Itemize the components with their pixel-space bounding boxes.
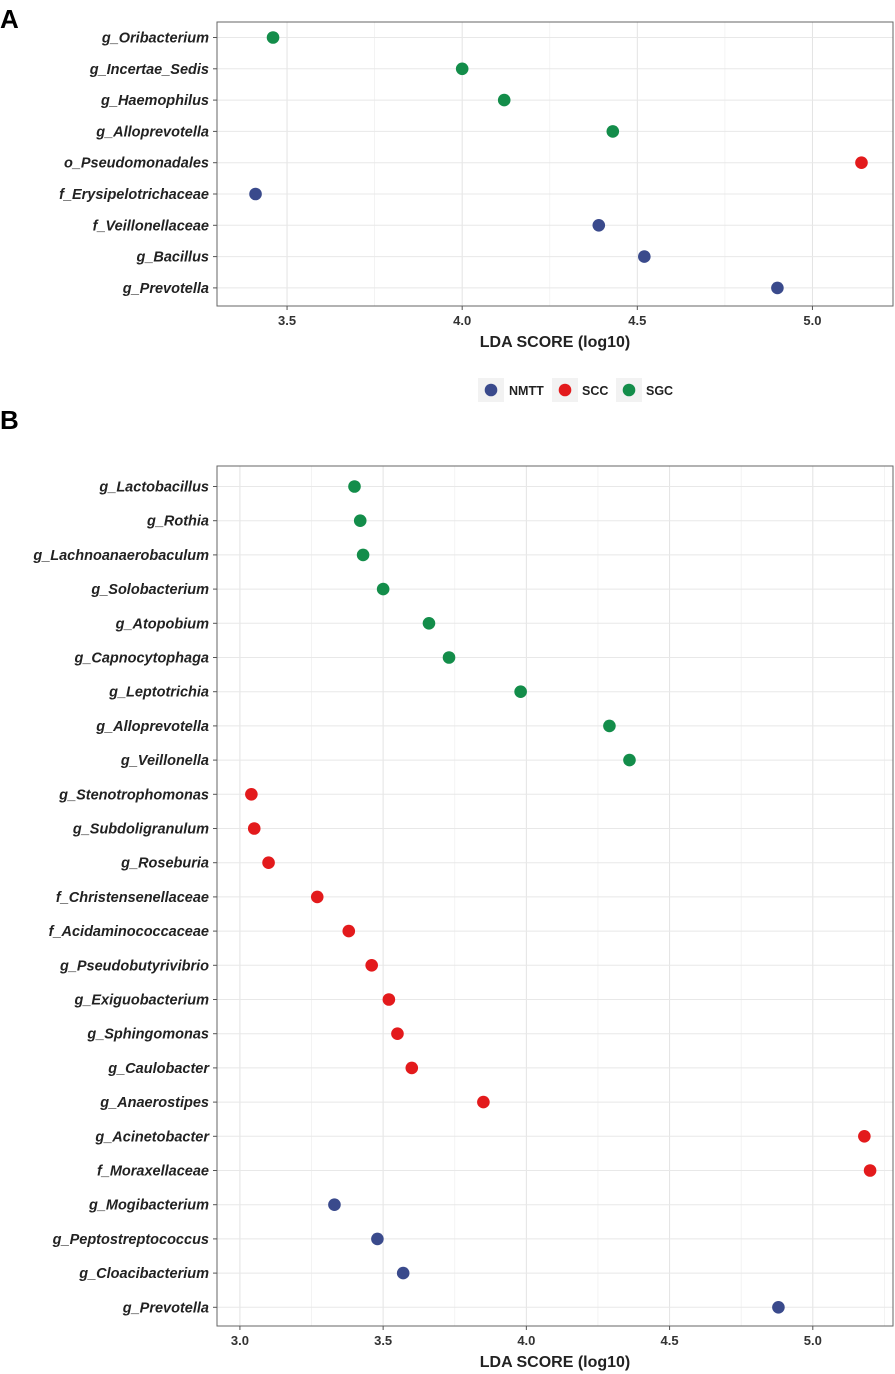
panel-b-x-tick-label: 5.0 [804, 1333, 822, 1348]
panel-b-label-g-leptotrichia: g_Leptotrichia [108, 685, 209, 701]
panel-b-label-g-roseburia: g_Roseburia [120, 856, 209, 872]
panel-b-label-g-stenotrophomonas: g_Stenotrophomonas [58, 787, 209, 803]
panel-b-label-f-acidaminococcaceae: f_Acidaminococcaceae [49, 924, 209, 940]
panel-a-x-axis-title: LDA SCORE (log10) [480, 334, 631, 351]
panel-b-label-g-cloacibacterium: g_Cloacibacterium [78, 1266, 209, 1282]
panel-a-point-o-pseudomonadales [855, 156, 868, 169]
panel-b-x-tick-label: 3.5 [374, 1333, 392, 1348]
panel-b-plot-border [216, 465, 894, 1327]
panel-b-point-f-moraxellaceae [863, 1164, 877, 1177]
panel-a-plot-area [216, 21, 894, 307]
panel-b-chart: g_Lactobacillus g_Rothia g_Lachnoanaerobac… [32, 465, 894, 1371]
panel-a-label-g-alloprevotella: g_Alloprevotella [95, 124, 209, 140]
panel-b-label-g-rothia: g_Rothia [146, 514, 209, 530]
panel-a-point-g-haemophilus [497, 93, 511, 107]
panel-b-label-g-prevotella: g_Prevotella [122, 1300, 209, 1316]
legend-swatch-scc [558, 383, 572, 397]
panel-b-point-g-peptostreptococcus [371, 1232, 384, 1246]
panel-b-point-g-exiguobacterium [382, 993, 396, 1006]
panel-b-label-g-alloprevotella: g_Alloprevotella [95, 719, 209, 735]
panel-a-label-o-pseudomonadales: o_Pseudomonadales [64, 156, 209, 172]
panel-b-point-g-veillonella [623, 753, 636, 767]
panel-b-label-f-christensenellaceae: f_Christensenellaceae [56, 890, 209, 906]
panel-b-point-g-lachnoanaerobaculum [356, 548, 370, 562]
panel-b-x-tick-label: 4.0 [517, 1333, 535, 1348]
panel-b-label-f-moraxellaceae: f_Moraxellaceae [97, 1164, 209, 1180]
legend-label-sgc: SGC [646, 384, 673, 398]
panel-b-point-g-acinetobacter [858, 1130, 871, 1143]
panel-a-label-g-prevotella: g_Prevotella [122, 281, 209, 297]
panel-a-point-g-prevotella [771, 281, 784, 295]
panel-b-point-f-christensenellaceae [310, 890, 324, 904]
panel-a-point-g-incertae-sedis [455, 62, 469, 76]
panel-b-label-g-exiguobacterium: g_Exiguobacterium [73, 993, 209, 1009]
panel-b-label-g-acinetobacter: g_Acinetobacter [94, 1129, 210, 1145]
panel-b-label-g-capnocytophaga: g_Capnocytophaga [73, 651, 209, 667]
panel-b-point-g-lactobacillus [348, 480, 361, 493]
panel-a-point-g-oribacterium [266, 31, 280, 44]
panel-b-point-g-cloacibacterium [396, 1266, 410, 1280]
panel-b-point-g-rothia [353, 514, 367, 527]
panel-a-plot-border [216, 21, 894, 307]
panel-b-point-g-roseburia [262, 856, 275, 869]
panel-a-point-g-alloprevotella [606, 125, 620, 138]
legend-label-nmtt: NMTT [509, 384, 544, 398]
panel-b-point-g-sphingomonas [391, 1027, 404, 1040]
panel-a-x-tick-label: 4.0 [453, 313, 471, 328]
panel-b-label-g-pseudobutyrivibrio: g_Pseudobutyrivibrio [59, 958, 209, 974]
panel-b-x-tick-label: 4.5 [661, 1333, 679, 1348]
legend-swatch-nmtt [484, 383, 498, 397]
panel-a-x-tick-label: 4.5 [628, 313, 646, 328]
panel-b-point-g-caulobacter [405, 1061, 419, 1075]
panel-a-label-f-erysipelotrichaceae: f_Erysipelotrichaceae [59, 187, 209, 203]
panel-b-label-g-sphingomonas: g_Sphingomonas [86, 1027, 209, 1043]
panel-b-x-axis-title: LDA SCORE (log10) [480, 1354, 631, 1371]
legend: NMTT SCC SGC [478, 378, 673, 402]
panel-a-label-g-haemophilus: g_Haemophilus [100, 93, 209, 109]
panel-a-chart: g_Oribacterium g_Incertae_Sedis g_Haemophi… [59, 21, 894, 351]
panel-b-letter: B [0, 405, 19, 435]
panel-b-point-g-leptotrichia [514, 685, 527, 698]
panel-b-point-f-acidaminococcaceae [342, 924, 356, 938]
panel-b-point-g-pseudobutyrivibrio [365, 959, 378, 972]
legend-label-scc: SCC [582, 384, 608, 398]
panel-b-label-g-atopobium: g_Atopobium [115, 616, 210, 632]
panel-b-label-g-solobacterium: g_Solobacterium [90, 582, 209, 598]
panel-a-label-g-oribacterium: g_Oribacterium [101, 31, 209, 47]
panel-a-x-tick-label: 5.0 [803, 313, 821, 328]
panel-a-point-f-erysipelotrichaceae [249, 187, 262, 201]
panel-b-label-g-anaerostipes: g_Anaerostipes [99, 1095, 209, 1111]
panel-a-point-f-veillonellaceae [592, 219, 606, 232]
panel-a-label-g-bacillus: g_Bacillus [135, 250, 209, 266]
panel-b-point-g-solobacterium [376, 582, 390, 596]
panel-b-plot-area [216, 465, 894, 1327]
panel-b-point-g-stenotrophomonas [245, 788, 258, 801]
panel-b-label-g-peptostreptococcus: g_Peptostreptococcus [52, 1232, 209, 1248]
panel-b-point-g-atopobium [422, 617, 436, 630]
panel-b-point-g-alloprevotella [603, 719, 616, 733]
panel-b-x-tick-label: 3.0 [231, 1333, 249, 1348]
panel-a-x-tick-label: 3.5 [278, 313, 296, 328]
panel-b-label-g-lachnoanaerobaculum: g_Lachnoanaerobaculum [32, 548, 209, 564]
panel-b-label-g-veillonella: g_Veillonella [120, 753, 209, 769]
panel-a-label-g-incertae-sedis: g_Incertae_Sedis [89, 62, 209, 78]
panel-b-label-g-caulobacter: g_Caulobacter [107, 1061, 210, 1077]
panel-b-point-g-anaerostipes [477, 1095, 490, 1109]
legend-swatch-sgc [622, 383, 636, 397]
panel-b-label-g-lactobacillus: g_Lactobacillus [98, 480, 209, 496]
panel-b-point-g-prevotella [772, 1301, 785, 1314]
panel-b-point-g-mogibacterium [328, 1198, 341, 1211]
panel-a-point-g-bacillus [638, 250, 651, 263]
panel-b-point-g-capnocytophaga [442, 651, 456, 664]
panel-b-label-g-subdoligranulum: g_Subdoligranulum [72, 822, 209, 838]
panel-b-label-g-mogibacterium: g_Mogibacterium [88, 1198, 209, 1214]
panel-b-point-g-subdoligranulum [247, 822, 261, 835]
panel-a-label-f-veillonellaceae: f_Veillonellaceae [93, 218, 209, 234]
panel-a-letter: A [0, 4, 19, 34]
